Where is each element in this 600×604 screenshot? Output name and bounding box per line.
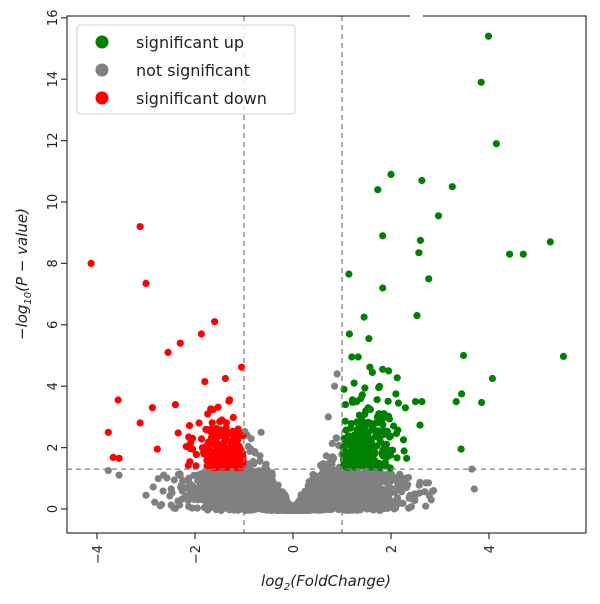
legend-item-significant-down: significant down <box>95 89 267 108</box>
x-axis-ticks: −4 −2 0 2 4 <box>91 533 498 564</box>
svg-text:not significant: not significant <box>136 61 250 80</box>
y-tick-label: 10 <box>46 194 61 211</box>
x-tick-label: −4 <box>91 545 106 564</box>
y-tick-label: 14 <box>46 71 61 88</box>
svg-text:significant down: significant down <box>136 89 267 108</box>
y-axis-ticks: 0 2 4 6 8 10 12 14 16 <box>46 10 67 513</box>
threshold-lines <box>67 16 586 533</box>
y-tick-label: 12 <box>46 132 61 149</box>
svg-text:significant up: significant up <box>136 33 244 52</box>
y-tick-label: 2 <box>46 443 61 451</box>
x-tick-label: 4 <box>483 545 498 553</box>
x-tick-label: 0 <box>287 545 302 553</box>
x-tick-label: 2 <box>385 545 400 553</box>
legend-item-significant-up: significant up <box>95 33 244 52</box>
plot-frame <box>66 15 587 534</box>
legend-box <box>76 24 296 115</box>
legend: significant up not significant significa… <box>76 24 296 115</box>
x-axis-label: log2(FoldChange) <box>261 572 391 593</box>
y-tick-label: 0 <box>46 505 61 513</box>
legend-item-not-significant: not significant <box>95 61 250 80</box>
y-tick-label: 16 <box>46 10 61 27</box>
gray-marker-icon <box>95 63 109 77</box>
y-tick-label: 6 <box>46 321 61 329</box>
y-axis-label: −log10(P − value) <box>13 208 34 340</box>
red-marker-icon <box>95 91 109 105</box>
y-tick-label: 8 <box>46 259 61 267</box>
top-spine-gap <box>410 13 423 18</box>
green-marker-icon <box>95 35 109 49</box>
x-tick-label: −2 <box>189 545 204 564</box>
y-tick-label: 4 <box>46 382 61 390</box>
